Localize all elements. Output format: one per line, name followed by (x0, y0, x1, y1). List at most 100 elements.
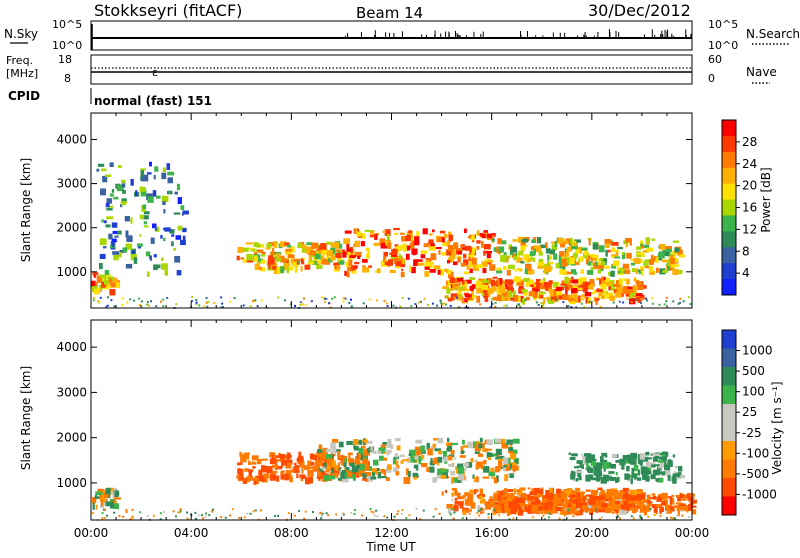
data-cell (300, 265, 303, 272)
data-cell (136, 243, 143, 247)
data-cell (513, 295, 519, 302)
data-cell (538, 251, 543, 256)
noise-cell (665, 300, 668, 303)
colorbar-tick-label: 1000 (742, 344, 773, 358)
noise-cell (670, 516, 673, 519)
data-cell (447, 259, 451, 264)
data-cell (569, 494, 577, 498)
data-cell (280, 461, 284, 468)
data-cell (285, 248, 292, 252)
data-cell (372, 459, 379, 466)
data-cell (99, 284, 103, 290)
nsky-trace (91, 24, 692, 50)
data-cell (575, 502, 581, 508)
noise-cell (449, 304, 452, 307)
data-cell (340, 471, 347, 479)
data-cell (104, 283, 108, 288)
noise-cell (598, 517, 601, 520)
data-cell (585, 494, 592, 497)
colorbar-tick-label: 4 (742, 266, 750, 280)
colorbar-segment (722, 247, 736, 264)
noise-cell (588, 300, 591, 303)
data-cell (555, 289, 562, 296)
data-cell (537, 262, 545, 267)
data-cell (459, 245, 463, 248)
noise-cell (220, 306, 223, 309)
noise-cell (106, 296, 109, 299)
data-cell (414, 451, 422, 455)
data-cell (497, 490, 504, 495)
noise-cell (432, 515, 435, 518)
data-cell (584, 291, 592, 297)
data-cell (649, 496, 654, 500)
data-cell (460, 247, 466, 251)
data-cell (518, 250, 524, 256)
noise-cell (148, 304, 151, 307)
data-cell (622, 263, 629, 269)
data-cell (293, 258, 300, 262)
data-cell (414, 455, 419, 460)
noise-cell (254, 299, 257, 302)
data-cell (405, 245, 411, 251)
data-cell (457, 250, 463, 255)
noise-cell (479, 303, 482, 306)
data-cell (447, 455, 453, 461)
data-cell (547, 254, 550, 261)
data-cell (457, 466, 465, 474)
data-cell (492, 276, 498, 279)
data-cell (611, 265, 617, 269)
noise-cell (179, 509, 182, 512)
noise-cell (682, 300, 685, 303)
data-cell (645, 451, 650, 456)
data-cell (268, 242, 275, 247)
data-cell (577, 469, 582, 477)
data-cell (256, 475, 264, 479)
data-cell (658, 460, 663, 463)
data-cell (655, 267, 659, 273)
noise-cell (554, 508, 557, 511)
noise-cell (482, 510, 485, 513)
colorbar-tick-label: 16 (742, 201, 757, 215)
data-cell (647, 499, 651, 504)
noise-cell (630, 300, 633, 303)
noise-cell (202, 517, 205, 520)
noise-cell (105, 514, 108, 517)
data-cell (261, 253, 266, 257)
colorbar-tick-label: 25 (742, 405, 757, 419)
data-cell (659, 456, 666, 460)
data-cell (105, 487, 111, 495)
noise-cell (583, 296, 586, 299)
data-cell (420, 445, 425, 453)
data-cell (578, 256, 584, 262)
data-cell (469, 489, 474, 494)
data-cell (287, 266, 294, 271)
data-cell (272, 254, 276, 259)
colorbar-segment (722, 120, 736, 137)
data-cell (275, 455, 280, 458)
data-cell (111, 282, 118, 288)
data-cell (679, 493, 684, 498)
data-cell (364, 465, 370, 471)
data-cell (242, 477, 248, 484)
data-cell (550, 296, 557, 301)
data-cell (474, 444, 481, 452)
noise-cell (458, 306, 461, 309)
noise-cell (328, 302, 331, 305)
data-cell (335, 252, 342, 259)
noise-cell (418, 301, 421, 304)
data-cell (626, 503, 633, 508)
data-cell (508, 279, 513, 286)
data-cell (240, 257, 245, 260)
data-cell (387, 451, 390, 456)
data-cell (545, 489, 552, 496)
data-cell (434, 448, 441, 452)
data-cell (474, 488, 479, 493)
data-cell (121, 198, 127, 202)
nsky-label: N.Sky (4, 27, 38, 41)
data-cell (575, 249, 580, 254)
data-cell (247, 460, 251, 466)
data-cell (143, 221, 147, 225)
data-cell (267, 257, 275, 265)
data-cell (552, 288, 557, 296)
data-cell (295, 465, 300, 469)
